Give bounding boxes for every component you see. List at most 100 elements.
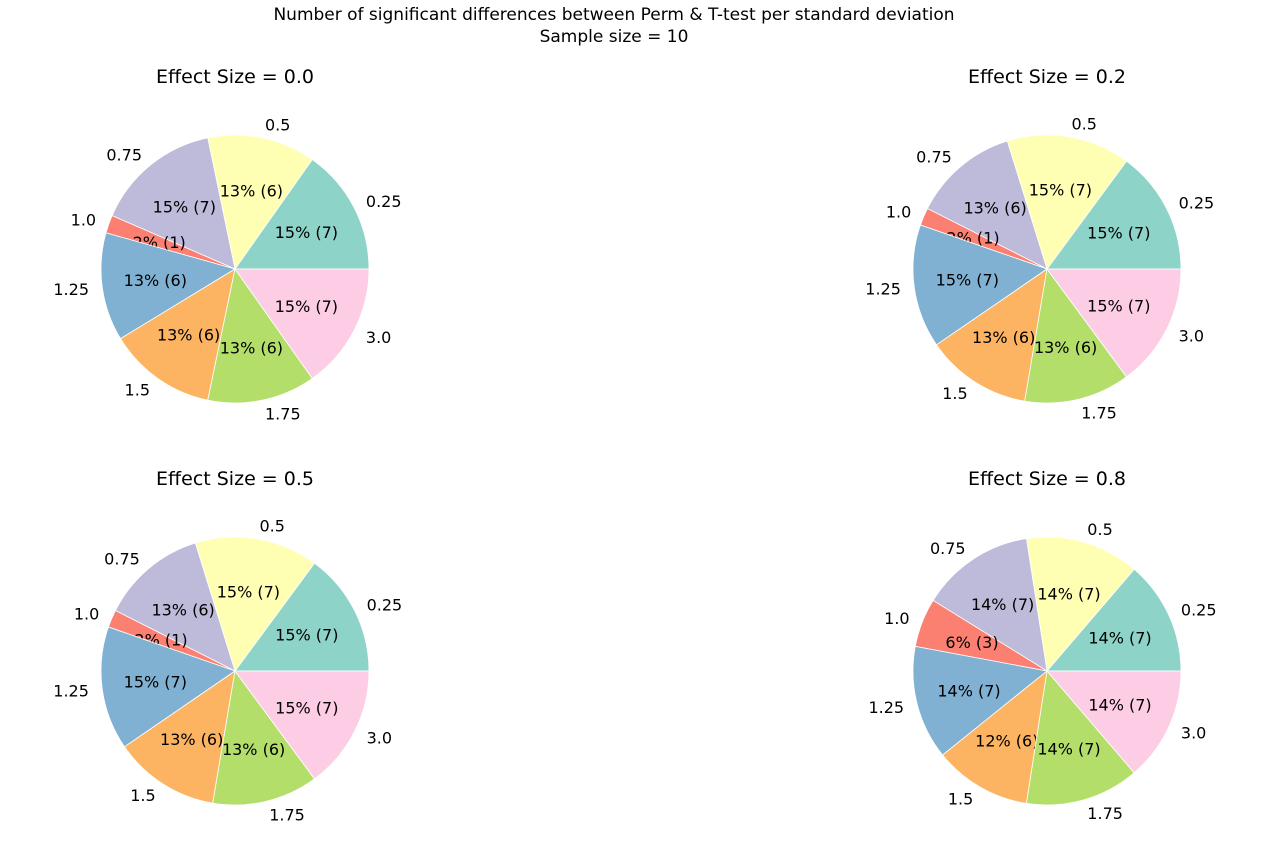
slice-label: 0.75 (930, 539, 966, 558)
slice-percent-label: 13% (6) (1034, 338, 1097, 357)
slice-label: 0.25 (1179, 194, 1215, 213)
pie-slice-1-25 (100, 232, 236, 340)
pie-slice-0-25 (1046, 568, 1182, 672)
pie-title: Effect Size = 0.2 (968, 66, 1126, 88)
slice-label: 0.5 (1087, 520, 1112, 539)
slice-percent-label: 15% (7) (153, 198, 216, 217)
slice-percent-label: 14% (7) (1088, 696, 1151, 715)
slice-label: 1.75 (265, 404, 301, 423)
pie-slice-1-25 (100, 626, 236, 748)
slice-label: 1.75 (1081, 403, 1117, 422)
pie-slice-1-5 (123, 670, 236, 804)
slice-percent-label: 12% (6) (975, 732, 1038, 751)
pie-panels: Effect Size = 0.0 0.25 15% (7) 0.5 13% (6) 0.… (53, 66, 1216, 824)
slice-percent-label: 13% (6) (151, 601, 214, 620)
slice-label: 0.75 (916, 147, 952, 166)
pie-chart-1: Effect Size = 0.0 0.25 15% (7) 0.5 13% (6) 0.… (53, 66, 401, 423)
slice-percent-label: 15% (7) (275, 223, 338, 242)
slice-percent-label: 15% (7) (1029, 181, 1092, 200)
slice-percent-label: 15% (7) (275, 626, 338, 645)
slice-label: 1.5 (948, 790, 973, 809)
pie-slice-1-5 (119, 268, 236, 401)
slice-percent-label: 15% (7) (124, 673, 187, 692)
slice-label: 0.25 (366, 192, 402, 211)
slice-percent-label: 15% (7) (275, 297, 338, 316)
slice-label: 1.25 (53, 682, 89, 701)
slice-label: 0.5 (260, 517, 285, 536)
pie-slice-1-75 (207, 268, 313, 404)
slice-percent-label: 13% (6) (124, 271, 187, 290)
slice-percent-label: 13% (6) (222, 740, 285, 759)
slice-label: 1.5 (130, 786, 155, 805)
pie-slice-0-5 (207, 134, 313, 270)
pie-slice-1-5 (942, 670, 1048, 804)
slice-percent-label: 15% (7) (217, 583, 280, 602)
pie-slice-0-5 (194, 536, 316, 672)
slice-label: 3.0 (1181, 724, 1206, 743)
slice-label: 0.25 (367, 596, 403, 615)
pie-slice-3-0 (234, 670, 370, 780)
slice-label: 1.5 (942, 384, 967, 403)
slice-percent-label: 13% (6) (160, 730, 223, 749)
pie-title: Effect Size = 0.8 (968, 468, 1126, 490)
pie-slice-1-25 (912, 645, 1048, 756)
pie-title: Effect Size = 0.0 (156, 66, 314, 88)
slice-label: 3.0 (1179, 327, 1204, 346)
slice-percent-label: 15% (7) (936, 271, 999, 290)
pie-slice-3-0 (1046, 268, 1182, 378)
slice-label: 1.25 (865, 280, 901, 299)
slice-percent-label: 15% (7) (1087, 224, 1150, 243)
pie-title: Effect Size = 0.5 (156, 468, 314, 490)
pie-slice-1-75 (1025, 670, 1135, 806)
slice-percent-label: 13% (6) (963, 199, 1026, 218)
slice-percent-label: 14% (7) (937, 682, 1000, 701)
slice-percent-label: 14% (7) (971, 595, 1034, 614)
slice-label: 0.75 (106, 146, 142, 165)
pie-chart-3: Effect Size = 0.5 0.25 15% (7) 0.5 15% (7) 0.… (53, 468, 402, 824)
slice-label: 0.5 (1072, 115, 1097, 134)
slice-percent-label: 13% (6) (157, 326, 220, 345)
slice-percent-label: 6% (3) (945, 633, 998, 652)
slice-label: 1.5 (125, 380, 150, 399)
slice-label: 0.5 (265, 116, 290, 135)
slice-percent-label: 13% (6) (220, 181, 283, 200)
pie-chart-4: Effect Size = 0.8 0.25 14% (7) 0.5 14% (7) 0.… (868, 468, 1216, 823)
pie-slice-0-75 (114, 542, 236, 672)
pie-slice-1-5 (935, 268, 1048, 402)
slice-percent-label: 14% (7) (1088, 628, 1151, 647)
pie-slice-1-75 (1024, 268, 1128, 404)
pie-slice-0-5 (1006, 134, 1128, 270)
pie-slice-3-0 (234, 268, 370, 380)
figure-title-line2: Sample size = 10 (540, 27, 689, 47)
slice-label: 1.0 (74, 605, 99, 624)
slice-percent-label: 13% (6) (972, 328, 1035, 347)
slice-label: 3.0 (367, 729, 392, 748)
slice-percent-label: 15% (7) (275, 698, 338, 717)
slice-percent-label: 15% (7) (1087, 296, 1150, 315)
slice-label: 1.25 (868, 698, 904, 717)
pie-slice-0-5 (1025, 536, 1135, 672)
slice-label: 3.0 (366, 328, 391, 347)
slice-percent-label: 14% (7) (1037, 739, 1100, 758)
pie-slice-0-25 (234, 562, 370, 672)
pie-chart-2: Effect Size = 0.2 0.25 15% (7) 0.5 15% (7) 0.… (865, 66, 1214, 422)
slice-label: 0.25 (1181, 600, 1217, 619)
slice-label: 1.0 (884, 609, 909, 628)
slice-percent-label: 13% (6) (220, 339, 283, 358)
slice-label: 1.0 (71, 211, 96, 230)
pie-slice-3-0 (1046, 670, 1182, 774)
pie-slice-0-75 (926, 140, 1048, 270)
slice-label: 1.25 (53, 280, 89, 299)
pie-slice-0-25 (1046, 160, 1182, 270)
slice-label: 0.75 (104, 549, 140, 568)
pie-slice-1-75 (212, 670, 316, 806)
slice-percent-label: 14% (7) (1037, 585, 1100, 604)
slice-label: 1.0 (886, 203, 911, 222)
slice-label: 1.75 (1087, 804, 1123, 823)
pie-slice-0-75 (111, 137, 236, 270)
pie-slice-1-25 (912, 224, 1048, 346)
pie-slice-0-25 (234, 158, 370, 270)
pie-slice-0-75 (932, 538, 1048, 672)
figure-title-line1: Number of significant differences betwee… (273, 5, 954, 25)
